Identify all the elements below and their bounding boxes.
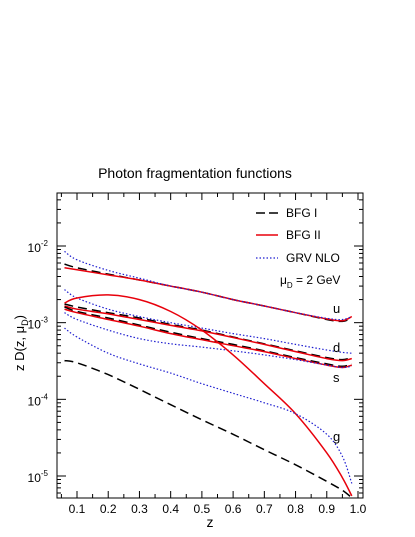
series-line-d-bfg-ii [64, 305, 352, 362]
x-axis-label: z [207, 514, 214, 530]
chart-title: Photon fragmentation functions [98, 165, 292, 181]
annotation-u: u [333, 301, 340, 316]
series-line-g-bfg-ii [64, 294, 353, 497]
series-line-d-grv-nlo [64, 289, 352, 354]
x-tick-label: 0.1 [69, 502, 86, 516]
series-line-g-grv-nlo [64, 327, 353, 484]
axis-ticks [57, 193, 363, 498]
y-tick-label: 10-5 [28, 469, 49, 485]
legend-label-bfg1: BFG I [286, 206, 317, 220]
x-tick-label: 0.5 [194, 502, 211, 516]
legend: BFG I BFG II GRV NLO μD = 2 GeV [256, 206, 340, 290]
x-tick-labels: 0.1 0.2 0.3 0.4 0.5 0.6 0.7 0.8 0.9 1.0 [69, 502, 367, 516]
x-tick-label: 0.4 [162, 502, 179, 516]
y-tick-label: 10-2 [28, 239, 49, 255]
x-tick-label: 0.6 [225, 502, 242, 516]
series-line-u-bfg-ii [64, 267, 353, 322]
annotation-s: s [333, 370, 340, 385]
y-tick-label: 10-3 [28, 316, 49, 332]
x-tick-label: 0.7 [256, 502, 273, 516]
x-tick-label: 1.0 [350, 502, 367, 516]
series-layer [64, 250, 353, 499]
y-axis-label: z D(z, μD) [12, 315, 30, 371]
x-tick-label: 0.2 [100, 502, 117, 516]
y-tick-labels: 10-5 10-4 10-3 10-2 [28, 239, 49, 485]
annotation-g: g [333, 429, 340, 444]
x-tick-label: 0.3 [131, 502, 148, 516]
series-line-u-grv-nlo [64, 250, 353, 321]
y-tick-label: 10-4 [28, 392, 49, 408]
legend-label-grv: GRV NLO [286, 251, 340, 265]
annotation-d: d [333, 340, 340, 355]
legend-scale-note: μD = 2 GeV [280, 273, 340, 290]
series-line-g-bfg-i [64, 359, 353, 499]
x-tick-label: 0.8 [287, 502, 304, 516]
series-line-s-grv-nlo [64, 312, 352, 369]
x-tick-label: 0.9 [318, 502, 335, 516]
legend-label-bfg2: BFG II [286, 228, 321, 242]
